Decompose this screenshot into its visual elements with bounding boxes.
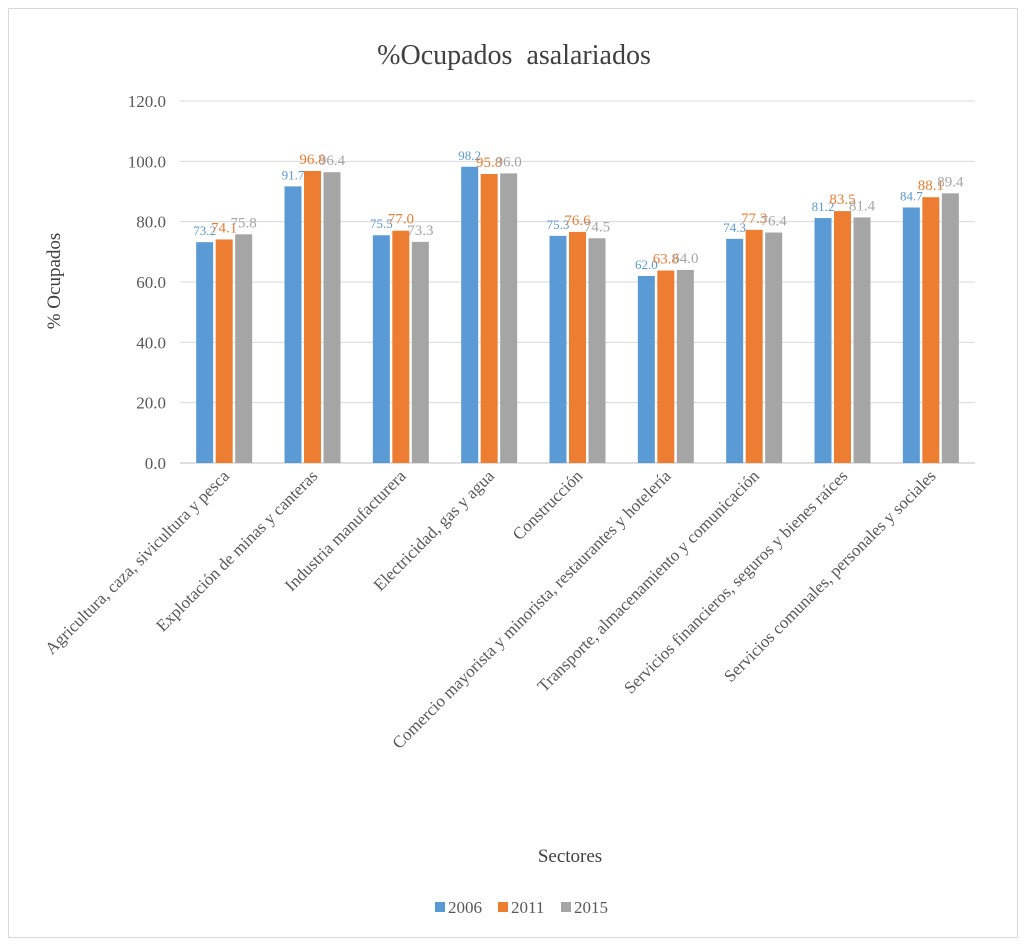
y-tick-label: 60.0 bbox=[136, 273, 166, 292]
legend: 2006 2011 2015 bbox=[435, 898, 608, 917]
bar-2006 bbox=[726, 238, 744, 463]
bar-2011 bbox=[834, 211, 851, 463]
data-label-2006: 91.7 bbox=[282, 167, 305, 182]
data-label-2015: 64.0 bbox=[672, 251, 698, 267]
data-label-2011: 74.1 bbox=[211, 220, 237, 236]
y-tick-label: 80.0 bbox=[136, 213, 166, 232]
bar-2015 bbox=[941, 193, 959, 463]
data-label-2011: 88.1 bbox=[918, 178, 944, 194]
legend-swatch-2015 bbox=[561, 902, 571, 912]
data-label-2011: 63.8 bbox=[653, 252, 679, 268]
y-axis-label: % Ocupados bbox=[44, 233, 65, 330]
bar-2011 bbox=[922, 197, 940, 463]
bar-2006 bbox=[902, 207, 920, 463]
data-label-2006: 62.0 bbox=[635, 257, 658, 272]
bar-2011 bbox=[480, 174, 498, 463]
bar-2015 bbox=[235, 234, 253, 463]
legend-label-2015: 2015 bbox=[574, 898, 608, 917]
legend-label-2011: 2011 bbox=[511, 898, 544, 917]
data-label-2015: 96.4 bbox=[319, 153, 346, 169]
x-axis-label: Sectores bbox=[538, 846, 602, 867]
bar-2011 bbox=[745, 229, 763, 463]
chart-frame bbox=[8, 8, 1018, 938]
x-tick-label: Explotación de minas y canteras bbox=[152, 466, 321, 635]
data-label-2011: 83.5 bbox=[829, 192, 855, 208]
data-label-2006: 75.5 bbox=[370, 216, 393, 231]
bar-2015 bbox=[853, 217, 871, 463]
data-label-2011: 77.0 bbox=[388, 212, 414, 228]
bar-2011 bbox=[392, 230, 410, 463]
data-label-2015: 76.4 bbox=[761, 214, 788, 230]
data-label-2011: 95.8 bbox=[476, 155, 502, 171]
bar-2015 bbox=[323, 172, 341, 463]
bar-2006 bbox=[637, 275, 655, 463]
bar-2015 bbox=[676, 269, 694, 463]
bar-2011 bbox=[304, 170, 321, 463]
data-label-2006: 98.2 bbox=[458, 148, 481, 163]
bars bbox=[196, 166, 959, 463]
y-tick-label: 0.0 bbox=[145, 454, 166, 473]
data-label-2011: 96.8 bbox=[299, 152, 325, 168]
data-label-2006: 75.3 bbox=[547, 217, 570, 232]
legend-label-2006: 2006 bbox=[448, 898, 482, 917]
data-label-2015: 73.3 bbox=[407, 223, 433, 239]
bar-2015 bbox=[500, 173, 518, 463]
data-label-2011: 77.3 bbox=[741, 211, 767, 227]
data-label-2015: 89.4 bbox=[937, 174, 964, 190]
legend-swatch-2006 bbox=[435, 902, 445, 912]
bar-2006 bbox=[196, 242, 214, 463]
bar-2015 bbox=[411, 241, 429, 463]
y-tick-label: 120.0 bbox=[128, 92, 166, 111]
data-label-2015: 75.8 bbox=[231, 215, 257, 231]
data-labels: 73.274.175.8 91.796.896.4 75.577.073.3 98.2… bbox=[193, 148, 964, 272]
x-tick-label: Construcción bbox=[509, 466, 587, 544]
y-tick-label: 20.0 bbox=[136, 394, 166, 413]
bar-2011 bbox=[215, 239, 233, 463]
chart-title: %Ocupados asalariados bbox=[377, 40, 651, 71]
data-label-2006: 81.2 bbox=[812, 199, 835, 214]
bar-2011 bbox=[657, 270, 675, 463]
data-label-2015: 96.0 bbox=[496, 154, 522, 170]
bar-2006 bbox=[461, 166, 479, 463]
y-tick-labels: 0.0 20.0 40.0 60.0 80.0 100.0 120.0 bbox=[128, 92, 166, 473]
bar-2015 bbox=[765, 232, 783, 463]
data-label-2015: 81.4 bbox=[849, 198, 876, 214]
y-tick-label: 100.0 bbox=[128, 152, 166, 171]
data-label-2006: 73.2 bbox=[193, 223, 216, 238]
data-label-2006: 74.3 bbox=[723, 220, 746, 235]
bar-2006 bbox=[284, 186, 302, 463]
bar-2006 bbox=[814, 218, 832, 463]
data-label-2011: 76.6 bbox=[564, 213, 591, 229]
y-tick-label: 40.0 bbox=[136, 333, 166, 352]
data-label-2006: 84.7 bbox=[900, 188, 923, 203]
x-tick-label: Agricultura, caza, sivicultura y pesca bbox=[41, 466, 233, 658]
bar-2006 bbox=[549, 235, 567, 463]
bar-2015 bbox=[588, 238, 606, 463]
x-tick-labels: Agricultura, caza, sivicultura y pescaEx… bbox=[41, 466, 939, 753]
bar-2006 bbox=[372, 235, 390, 463]
data-label-2015: 74.5 bbox=[584, 219, 610, 235]
bar-2011 bbox=[569, 231, 586, 463]
legend-swatch-2011 bbox=[498, 902, 508, 912]
